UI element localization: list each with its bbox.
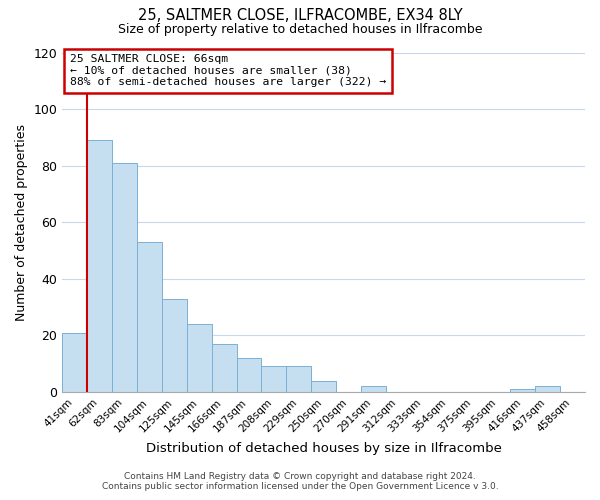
Bar — [137, 242, 162, 392]
Bar — [511, 389, 535, 392]
Bar — [162, 298, 187, 392]
Bar — [112, 163, 137, 392]
Bar — [361, 386, 386, 392]
Text: 25, SALTMER CLOSE, ILFRACOMBE, EX34 8LY: 25, SALTMER CLOSE, ILFRACOMBE, EX34 8LY — [137, 8, 463, 22]
Bar — [212, 344, 236, 392]
Bar — [62, 332, 87, 392]
Bar — [262, 366, 286, 392]
Text: 25 SALTMER CLOSE: 66sqm
← 10% of detached houses are smaller (38)
88% of semi-de: 25 SALTMER CLOSE: 66sqm ← 10% of detache… — [70, 54, 386, 88]
Text: Size of property relative to detached houses in Ilfracombe: Size of property relative to detached ho… — [118, 22, 482, 36]
Bar — [311, 380, 336, 392]
Text: Contains HM Land Registry data © Crown copyright and database right 2024.
Contai: Contains HM Land Registry data © Crown c… — [101, 472, 499, 491]
Y-axis label: Number of detached properties: Number of detached properties — [15, 124, 28, 320]
Bar — [286, 366, 311, 392]
Bar — [187, 324, 212, 392]
Bar — [236, 358, 262, 392]
Bar — [535, 386, 560, 392]
Bar — [87, 140, 112, 392]
X-axis label: Distribution of detached houses by size in Ilfracombe: Distribution of detached houses by size … — [146, 442, 502, 455]
